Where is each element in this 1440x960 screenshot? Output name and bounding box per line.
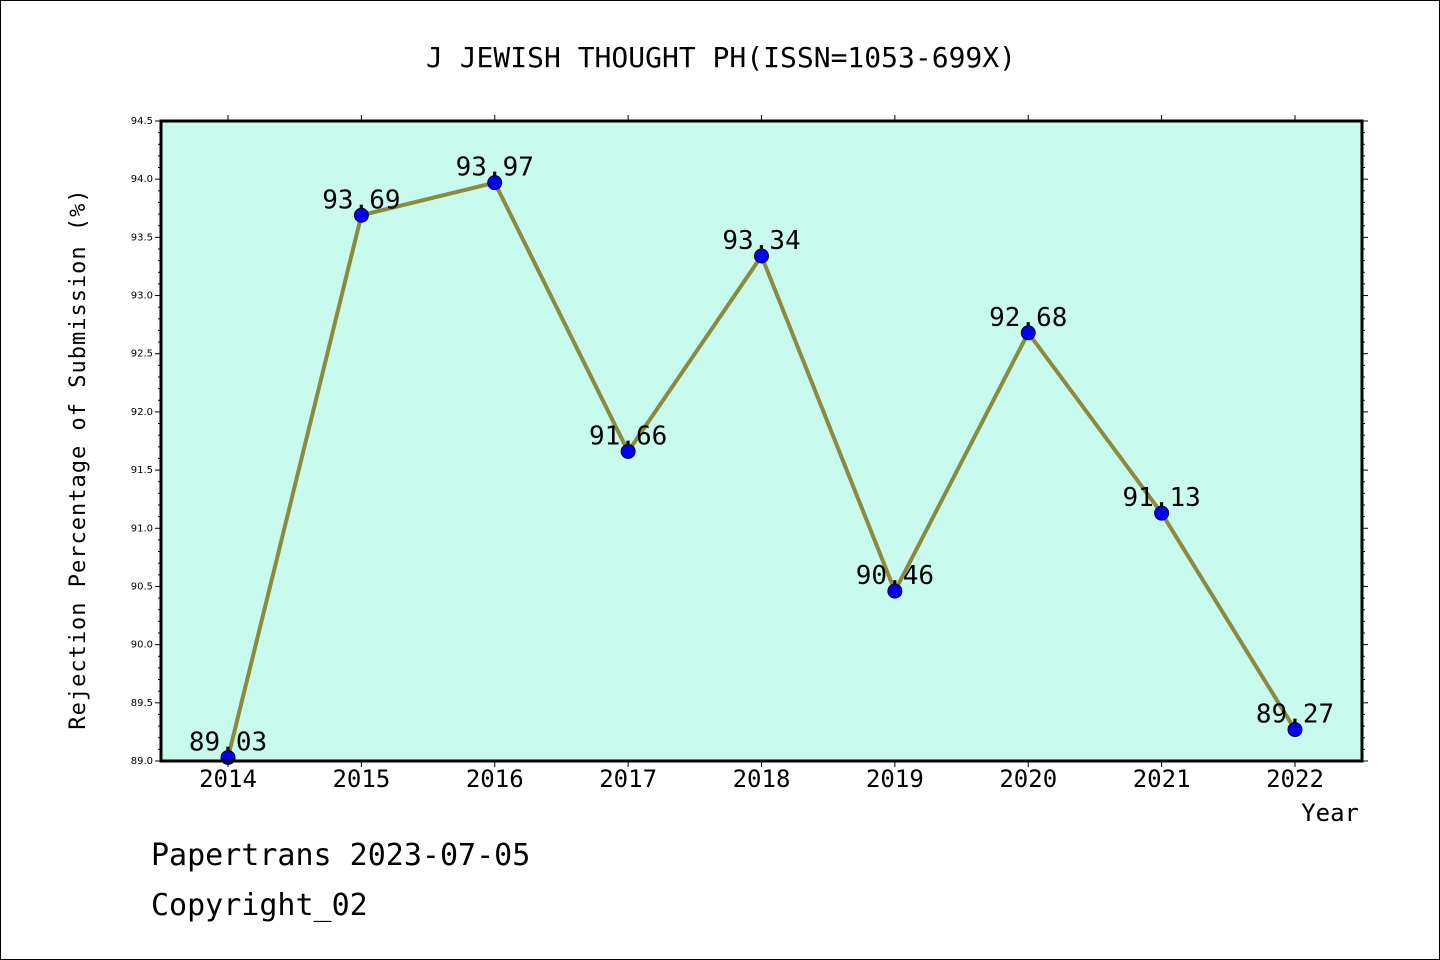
footer-date: Papertrans 2023-07-05	[151, 838, 530, 873]
x-tick-labels: 2014 2015 2016 2017 2018 2019 2020 2021 2022	[199, 765, 1324, 793]
x-tick-label: 2019	[866, 765, 924, 793]
x-tick-label: 2015	[332, 765, 390, 793]
data-labels: 89.03 93.69 93.97 91.66 93.34 90.46 92.68 91.13…	[189, 153, 1334, 758]
y-axis-label: Rejection Percentage of Submission (%)	[66, 188, 91, 729]
y-tick-label: 91.0	[131, 523, 153, 534]
y-tick-label: 92.5	[131, 349, 153, 360]
chart-title: J JEWISH THOUGHT PH(ISSN=1053-699X)	[426, 41, 1016, 74]
data-point	[487, 175, 503, 191]
x-tick-label: 2018	[733, 765, 791, 793]
y-tick-label: 90.0	[131, 640, 153, 651]
data-point	[620, 443, 636, 459]
data-label: 93.97	[456, 153, 534, 183]
x-tick-label: 2021	[1133, 765, 1191, 793]
y-tick-label: 90.5	[131, 581, 153, 592]
data-label: 93.69	[322, 185, 400, 215]
y-tick-labels: 89.0 89.5 90.0 90.5 91.0 91.5 92.0 92.5 93.0 93.5…	[131, 116, 153, 767]
x-tick-label: 2016	[466, 765, 524, 793]
x-tick-label: 2020	[999, 765, 1057, 793]
x-tick-label: 2014	[199, 765, 257, 793]
data-label: 92.68	[989, 303, 1067, 333]
x-axis-label: Year	[1301, 799, 1359, 827]
data-point	[1154, 505, 1170, 521]
y-tick-label: 93.0	[131, 291, 153, 302]
plot-border	[159, 119, 1364, 763]
y-tick-label: 89.5	[131, 698, 153, 709]
data-point	[1020, 325, 1036, 341]
y-tick-label: 94.5	[131, 116, 153, 127]
x-tick-label: 2017	[599, 765, 657, 793]
x-tick-label: 2022	[1266, 765, 1324, 793]
data-label: 91.13	[1122, 483, 1200, 513]
plot-area	[161, 121, 1362, 761]
y-tick-label: 91.5	[131, 465, 153, 476]
y-tick-label: 89.0	[131, 756, 153, 767]
y-tick-label: 94.0	[131, 174, 153, 185]
data-label: 93.34	[722, 226, 800, 256]
data-point	[1287, 722, 1303, 738]
data-point	[887, 583, 903, 599]
y-tick-label: 92.0	[131, 407, 153, 418]
data-label: 91.66	[589, 421, 667, 451]
data-point	[353, 207, 369, 223]
y-tick-label: 93.5	[131, 232, 153, 243]
data-label: 89.03	[189, 728, 267, 758]
data-point	[754, 248, 769, 264]
data-label: 89.27	[1256, 700, 1334, 730]
data-label: 90.46	[856, 561, 934, 591]
footer-copyright: Copyright_02	[151, 888, 368, 923]
